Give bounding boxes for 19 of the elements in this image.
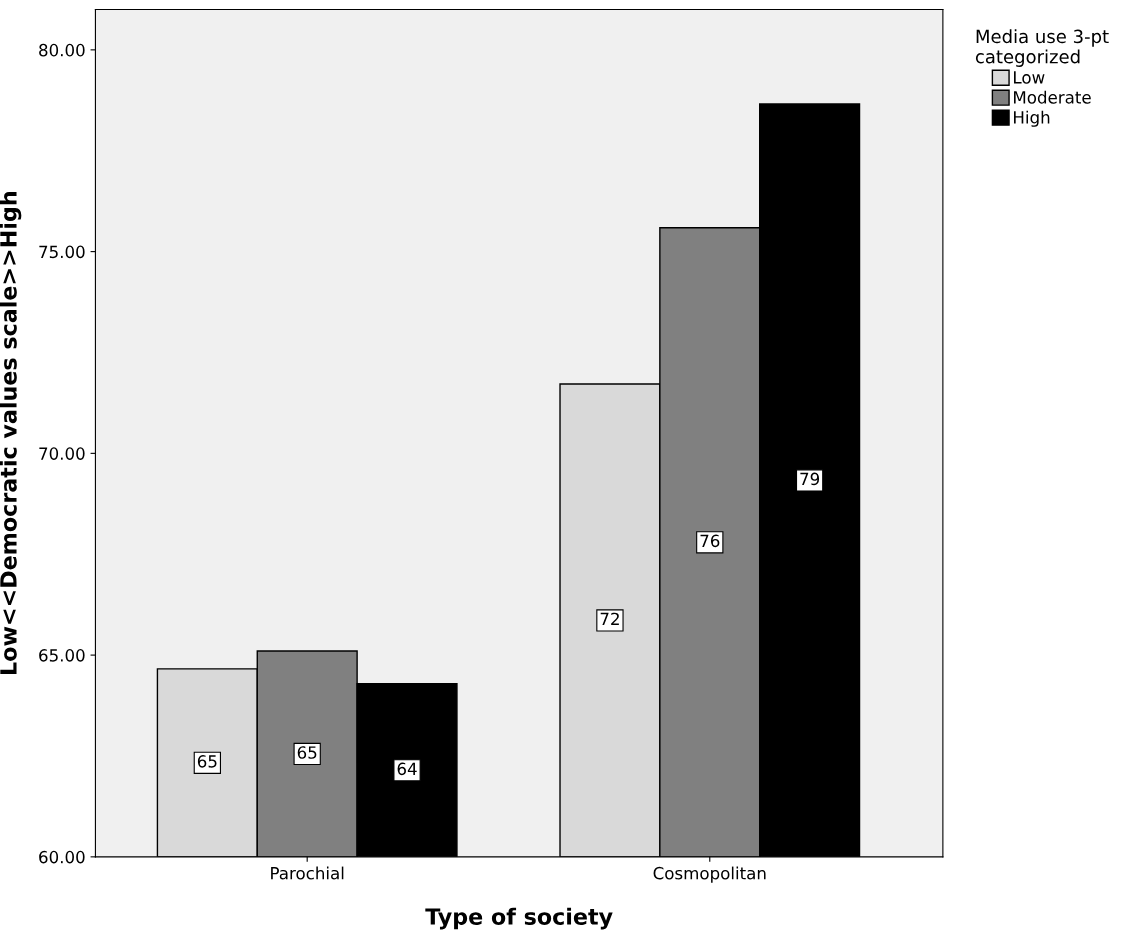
y-axis-title: Low<<Democratic values scale>>High	[0, 192, 22, 674]
data-label: 65	[297, 746, 317, 759]
legend-title: Media use 3-pt categorized	[975, 29, 1109, 67]
x-tick-label: Cosmopolitan	[653, 866, 766, 883]
y-tick-label: 80.00	[39, 43, 85, 57]
legend-label: Moderate	[1014, 90, 1091, 104]
y-tick-label: 75.00	[39, 245, 85, 259]
legend-label: Low	[1014, 71, 1045, 84]
data-label: 72	[600, 612, 619, 625]
x-tick-label: Parochial	[271, 866, 344, 880]
x-axis-title: Type of society	[425, 907, 613, 930]
data-label: 79	[800, 472, 820, 486]
data-label: 76	[700, 534, 720, 548]
data-label: 64	[397, 762, 417, 776]
legend-label: High	[1014, 110, 1050, 127]
data-label: 65	[197, 755, 217, 768]
y-tick-label: 70.00	[39, 447, 85, 460]
y-tick-label: 65.00	[39, 649, 85, 662]
y-tick-label: 60.00	[39, 850, 85, 864]
